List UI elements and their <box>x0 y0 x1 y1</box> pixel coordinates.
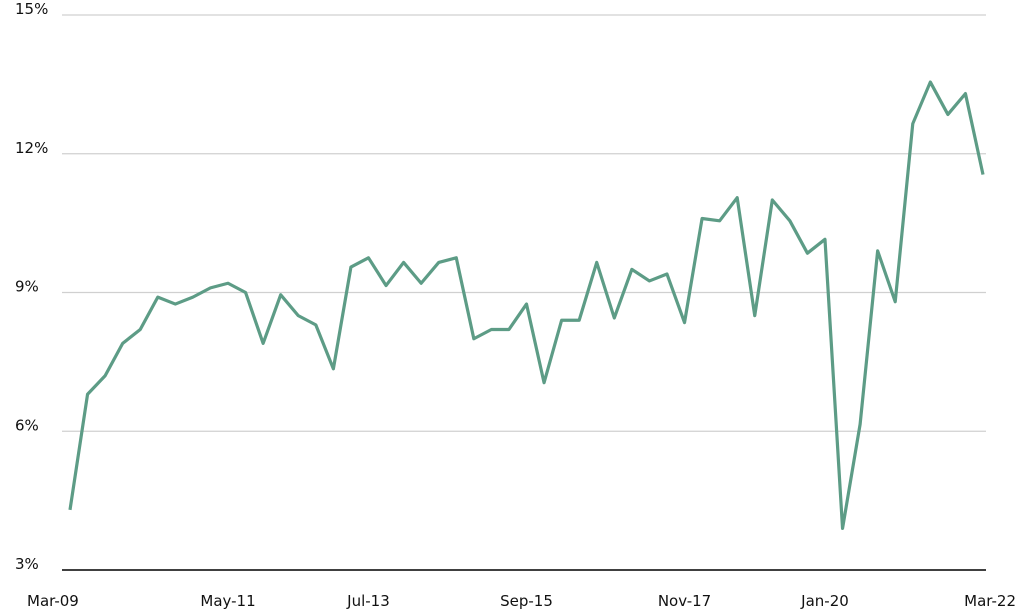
x-tick-label: Jan-20 <box>800 592 849 610</box>
y-tick-label: 6% <box>15 416 39 434</box>
x-tick-label: Sep-15 <box>500 592 553 610</box>
x-tick-label: Nov-17 <box>658 592 711 610</box>
x-tick-label: Mar-09 <box>27 592 79 610</box>
x-tick-label: Jul-13 <box>346 592 390 610</box>
x-tick-label: Mar-22 <box>964 592 1016 610</box>
y-tick-label: 3% <box>15 555 39 573</box>
x-tick-label: May-11 <box>200 592 255 610</box>
y-tick-label: 12% <box>15 139 48 157</box>
line-series <box>68 80 985 530</box>
y-tick-label: 9% <box>15 278 39 296</box>
y-tick-label: 15% <box>15 0 48 18</box>
